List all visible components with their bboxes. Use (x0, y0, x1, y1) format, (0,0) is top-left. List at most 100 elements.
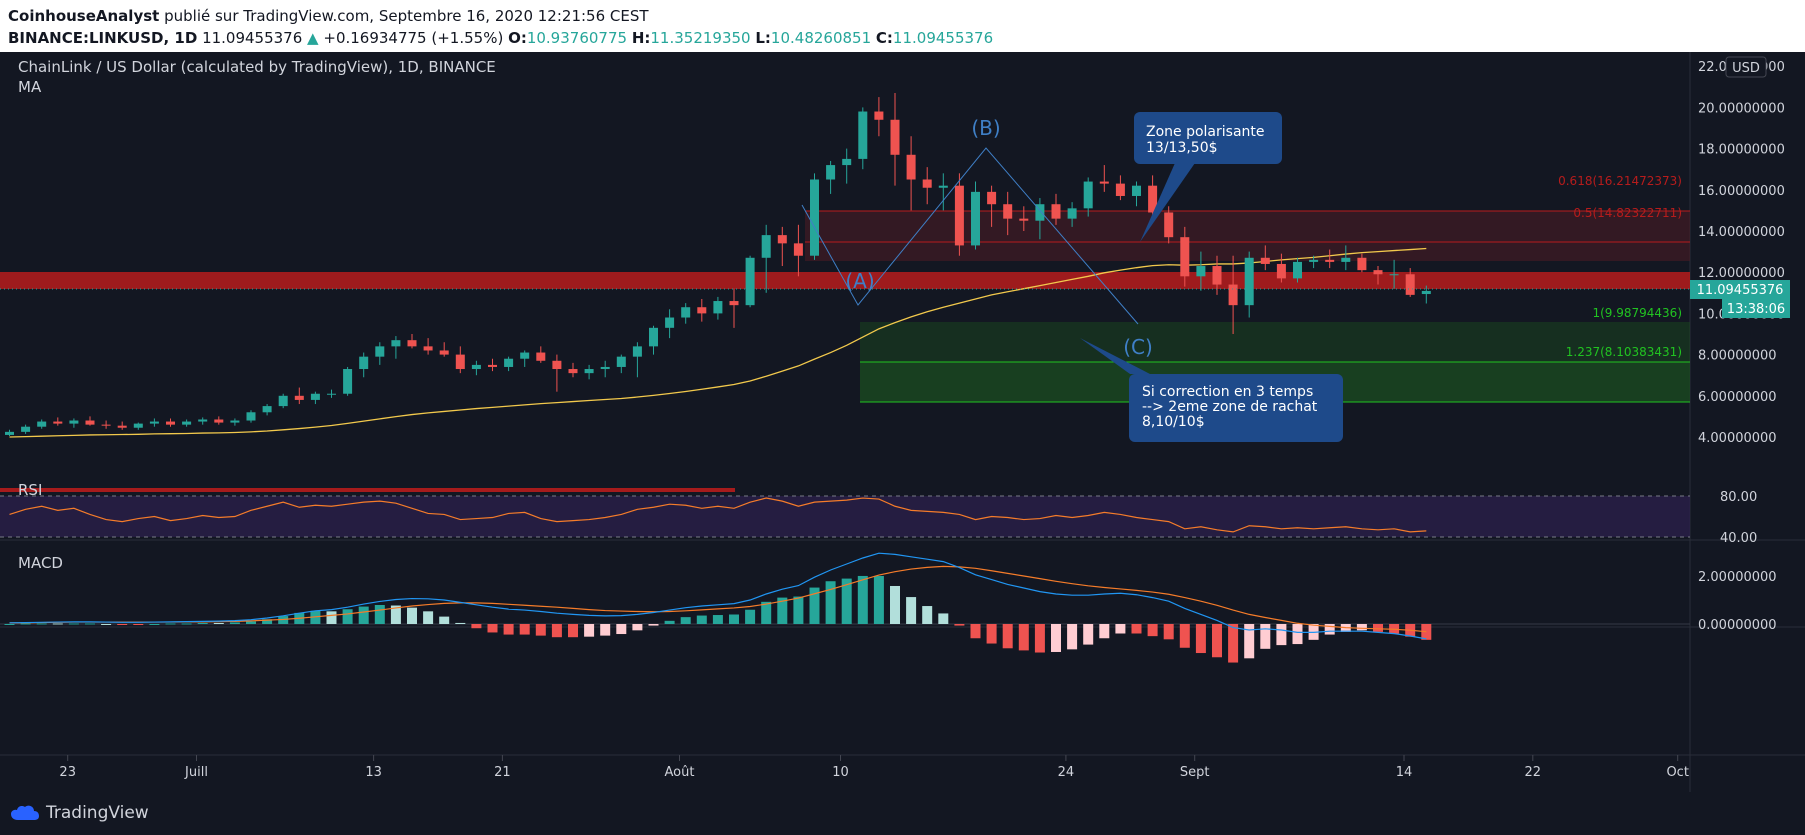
candles-layer (5, 92, 1431, 436)
chart-svg[interactable]: 0.618(16.21472373) 0.5(14.82322711) 1(9.… (0, 52, 1805, 792)
macd-histogram-bar (777, 597, 788, 624)
candle-body (1212, 266, 1222, 285)
candle-body (504, 358, 514, 367)
candle-body (1019, 218, 1029, 221)
macd-histogram-bar (535, 624, 546, 636)
macd-histogram-bar (857, 575, 868, 624)
chart-title: ChainLink / US Dollar (calculated by Tra… (18, 58, 496, 76)
last-price-badge (1690, 280, 1790, 299)
tradingview-logo[interactable]: TradingView (10, 802, 149, 824)
macd-histogram-bar (85, 623, 95, 625)
macd-histogram-bar (568, 624, 578, 638)
macd-label[interactable]: MACD (18, 554, 63, 572)
date-tick-label: Août (665, 765, 695, 780)
candle-body (359, 356, 369, 370)
candle-body (471, 364, 481, 370)
macd-histogram-bar (1260, 624, 1271, 649)
candle-body (327, 393, 336, 395)
footer: TradingView (0, 792, 1805, 835)
chart-area[interactable]: 0.618(16.21472373) 0.5(14.82322711) 1(9.… (0, 52, 1805, 792)
ma-layer (9, 247, 1427, 438)
fib-1-label: 1(9.98794436) (1592, 306, 1682, 320)
candle-body (53, 421, 63, 424)
macd-histogram-bar (664, 620, 675, 624)
candle-body (1180, 237, 1190, 277)
callout-pointer (1140, 163, 1195, 242)
currency-badge[interactable] (1725, 56, 1767, 78)
candle-body (85, 420, 95, 425)
candle-body (1067, 208, 1077, 219)
candle-body (681, 307, 691, 318)
axis-layer: 4.000000006.000000008.0000000010.0000000… (59, 60, 1785, 780)
author-name[interactable]: CoinhouseAnalyst (8, 7, 160, 25)
date-tick-label: 14 (1396, 765, 1413, 780)
macd-histogram-bar (503, 624, 514, 635)
macd-histogram-bar (149, 624, 160, 625)
callout-correction[interactable]: Si correction en 3 temps --> 2eme zone d… (1080, 338, 1343, 442)
candle-body (423, 346, 433, 351)
candle-body (552, 360, 562, 370)
macd-histogram-bar (1002, 624, 1013, 649)
candle-body (697, 307, 707, 314)
macd-histogram-bar (1115, 624, 1126, 634)
tradingview-cloud-icon (11, 805, 39, 820)
macd-histogram-bar (423, 611, 434, 624)
fib-0618-label: 0.618(16.21472373) (1558, 174, 1682, 188)
candle-body (455, 354, 465, 370)
candle-body (21, 426, 31, 432)
last-price-axis-label: 11.09455376 (1697, 283, 1784, 298)
candle-body (649, 327, 658, 347)
macd-histogram-bar (133, 624, 144, 625)
rsi-label[interactable]: RSI (18, 481, 42, 499)
candle-body (1421, 290, 1431, 295)
candle-body (214, 419, 224, 423)
candle-body (987, 191, 997, 205)
price-tick-label: 12.00000000 (1698, 266, 1785, 281)
candle-body (101, 424, 111, 426)
candle-body (1373, 270, 1383, 275)
candle-body (37, 421, 47, 427)
macd-histogram-bar (584, 624, 595, 637)
ma-label[interactable]: MA (18, 78, 42, 96)
macd-histogram-bar (117, 624, 128, 625)
macd-histogram-bar (471, 624, 482, 629)
macd-histogram-bar (1421, 624, 1432, 640)
rsi-line (9, 497, 1427, 533)
candle-body (5, 431, 14, 435)
date-tick-label: 24 (1058, 765, 1075, 780)
macd-histogram-bar (970, 624, 981, 639)
candle-body (1325, 259, 1335, 262)
macd-histogram-bar (1083, 624, 1094, 645)
candle-body (133, 423, 143, 428)
macd-histogram-bar (390, 605, 401, 624)
wave-b-label: (B) (971, 116, 1000, 140)
candle-body (343, 369, 353, 394)
candle-body (793, 243, 803, 256)
macd-histogram-bar (165, 623, 176, 625)
candle-body (1164, 212, 1174, 238)
price-tick-label: 14.00000000 (1698, 225, 1785, 240)
macd-histogram-bar (616, 624, 627, 635)
symbol-label: BINANCE:LINKUSD, 1D (8, 29, 198, 47)
price-tick-label: 8.00000000 (1698, 349, 1777, 364)
macd-histogram-bar (1195, 624, 1206, 654)
candle-body (439, 350, 449, 355)
macd-histogram-bar (632, 624, 643, 631)
resistance-zone (0, 272, 1690, 289)
wave-c-label: (C) (1123, 335, 1153, 359)
callout-polarisante[interactable]: Zone polarisante 13/13,50$ (1134, 112, 1282, 242)
low-label: L: (755, 29, 771, 47)
callout2-line2: --> 2eme zone de rachat (1142, 399, 1318, 415)
macd-histogram-bar (1228, 624, 1239, 663)
macd-histogram-bar (1147, 624, 1158, 637)
candle-body (198, 419, 208, 422)
currency-label: USD (1732, 61, 1760, 76)
macd-histogram-bar (712, 615, 723, 624)
macd-tick-label: 0.00000000 (1698, 618, 1777, 633)
candle-body (1035, 204, 1045, 221)
candle-body (729, 301, 739, 306)
callout1-line2: 13/13,50$ (1146, 140, 1218, 156)
publish-info: publié sur TradingView.com, Septembre 16… (164, 7, 649, 25)
candle-body (922, 179, 932, 188)
callout-box (1129, 374, 1343, 442)
